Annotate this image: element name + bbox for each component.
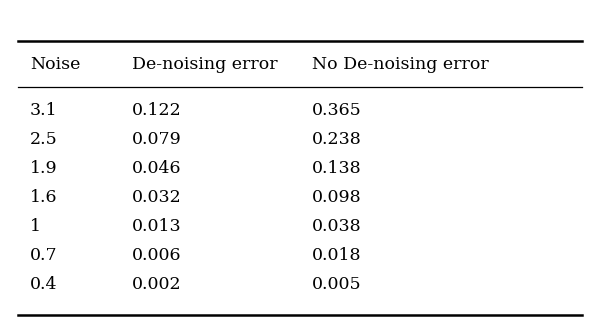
Text: 2.5: 2.5: [30, 131, 58, 148]
Text: 0.005: 0.005: [312, 276, 362, 293]
Text: 1.6: 1.6: [30, 189, 58, 206]
Text: 0.098: 0.098: [312, 189, 362, 206]
Text: 0.032: 0.032: [132, 189, 182, 206]
Text: 0.018: 0.018: [312, 247, 361, 264]
Text: 0.079: 0.079: [132, 131, 182, 148]
Text: 0.046: 0.046: [132, 160, 182, 177]
Text: 0.238: 0.238: [312, 131, 362, 148]
Text: Noise: Noise: [30, 56, 80, 73]
Text: 0.006: 0.006: [132, 247, 182, 264]
Text: 1.9: 1.9: [30, 160, 58, 177]
Text: 0.4: 0.4: [30, 276, 58, 293]
Text: 1: 1: [30, 218, 41, 235]
Text: 3.1: 3.1: [30, 102, 58, 119]
Text: 0.038: 0.038: [312, 218, 362, 235]
Text: 0.365: 0.365: [312, 102, 362, 119]
Text: 0.7: 0.7: [30, 247, 58, 264]
Text: 0.002: 0.002: [132, 276, 182, 293]
Text: 0.013: 0.013: [132, 218, 182, 235]
Text: No De-noising error: No De-noising error: [312, 56, 489, 73]
Text: 0.138: 0.138: [312, 160, 362, 177]
Text: De-noising error: De-noising error: [132, 56, 278, 73]
Text: 0.122: 0.122: [132, 102, 182, 119]
